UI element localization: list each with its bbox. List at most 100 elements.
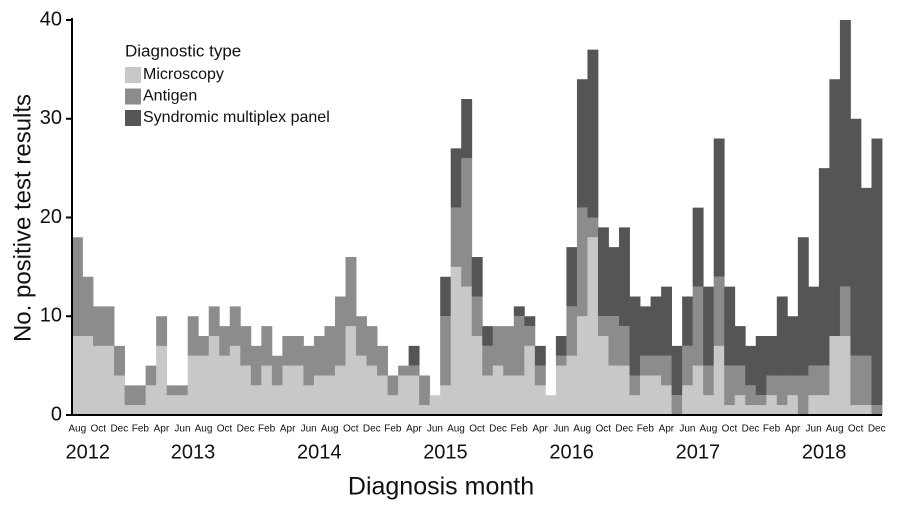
- bar-segment: [555, 336, 567, 356]
- bar-segment: [545, 395, 557, 415]
- x-tick-label: Jun: [174, 424, 190, 435]
- bar-segment: [166, 395, 178, 415]
- bar-segment: [177, 385, 189, 396]
- bar-segment: [103, 345, 115, 415]
- bar-segment: [692, 207, 704, 287]
- bar-segment: [482, 326, 494, 346]
- x-tick-label: Dec: [363, 424, 381, 435]
- bar-segment: [534, 385, 546, 415]
- bar-segment: [440, 276, 452, 317]
- bar-segment: [524, 326, 536, 346]
- bar-segment: [566, 247, 578, 307]
- bar-segment: [703, 395, 715, 415]
- x-tick-label: Jun: [806, 424, 822, 435]
- bar-segment: [356, 316, 367, 356]
- bar-segment: [682, 385, 694, 415]
- bar-segment: [640, 355, 651, 376]
- bar-segment: [72, 336, 83, 415]
- bar-segment: [776, 405, 788, 415]
- bar-segment: [650, 375, 662, 415]
- x-tick-label: Aug: [573, 424, 591, 435]
- bar-segment: [755, 395, 767, 406]
- bar-segment: [766, 375, 778, 396]
- bar-segment: [734, 326, 746, 366]
- bar-segment: [103, 306, 115, 346]
- bar-segment: [187, 316, 199, 356]
- bar-segment: [156, 345, 168, 415]
- x-tick-label: Apr: [154, 424, 170, 435]
- bar-segment: [587, 217, 599, 238]
- bar-segment: [629, 375, 641, 396]
- bar-segment: [608, 316, 620, 366]
- x-tick-label: Oct: [469, 424, 485, 435]
- bar-segment: [503, 375, 515, 415]
- x-tick-label: Aug: [700, 424, 718, 435]
- bar-segment: [440, 385, 452, 415]
- legend-swatch: [125, 88, 141, 105]
- bar-segment: [692, 286, 704, 366]
- bar-segment: [671, 395, 683, 415]
- bar-segment: [219, 326, 231, 356]
- bar-segment: [124, 405, 136, 415]
- bar-segment: [450, 266, 462, 415]
- bar-segment: [766, 336, 778, 376]
- bar-segment: [576, 207, 588, 317]
- bar-segment: [682, 345, 694, 386]
- bar-segment: [766, 395, 778, 415]
- bar-segment: [461, 286, 473, 415]
- x-tick-label: Dec: [868, 424, 886, 435]
- bar-segment: [492, 365, 504, 415]
- bar-segment: [860, 405, 872, 415]
- x-tick-label: Dec: [742, 424, 760, 435]
- bar-segment: [629, 296, 641, 376]
- bar-segment: [839, 20, 851, 287]
- bar-segment: [808, 286, 820, 366]
- x-tick-label: Feb: [258, 424, 276, 435]
- bar-segment: [345, 326, 357, 415]
- bar-segment: [797, 237, 809, 376]
- bar-segment: [829, 79, 841, 336]
- bar-segment: [808, 365, 820, 396]
- bar-segment: [776, 375, 788, 406]
- bar-segment: [408, 375, 420, 415]
- bar-segment: [114, 375, 125, 415]
- bar-segment: [419, 375, 431, 406]
- bar-segment: [229, 306, 241, 346]
- bar-segment: [377, 375, 388, 415]
- legend-label: Microscopy: [143, 66, 224, 83]
- bar-segment: [534, 345, 546, 366]
- bar-segment: [271, 385, 283, 415]
- bar-segment: [787, 375, 799, 396]
- bar-segment: [377, 345, 388, 376]
- bar-segment: [597, 336, 609, 415]
- bar-segment: [608, 365, 620, 415]
- bar-segment: [808, 395, 820, 415]
- bar-segment: [124, 385, 136, 406]
- bar-segment: [471, 296, 483, 336]
- bar-segment: [208, 306, 220, 336]
- bar-segment: [661, 355, 673, 386]
- bar-segment: [871, 405, 883, 415]
- bar-segment: [787, 316, 799, 376]
- bar-segment: [650, 355, 662, 376]
- bar-segment: [713, 276, 725, 346]
- x-tick-label: Jun: [301, 424, 317, 435]
- bar-segment: [755, 405, 767, 415]
- x-tick-label: Feb: [637, 424, 655, 435]
- bar-segment: [724, 286, 736, 366]
- bar-segment: [818, 395, 830, 415]
- bar-segment: [608, 247, 620, 317]
- x-tick-label: Dec: [489, 424, 507, 435]
- bar-segment: [471, 336, 483, 415]
- bar-segment: [408, 345, 420, 366]
- bar-segment: [619, 365, 630, 415]
- bar-segment: [682, 296, 694, 346]
- bar-segment: [745, 405, 757, 415]
- bar-segment: [713, 138, 725, 277]
- legend-title: Diagnostic type: [125, 41, 241, 60]
- bar-segment: [282, 365, 294, 415]
- year-label: 2015: [423, 441, 468, 463]
- bar-segment: [292, 336, 304, 366]
- bar-segment: [703, 286, 715, 366]
- bar-segment: [724, 405, 736, 415]
